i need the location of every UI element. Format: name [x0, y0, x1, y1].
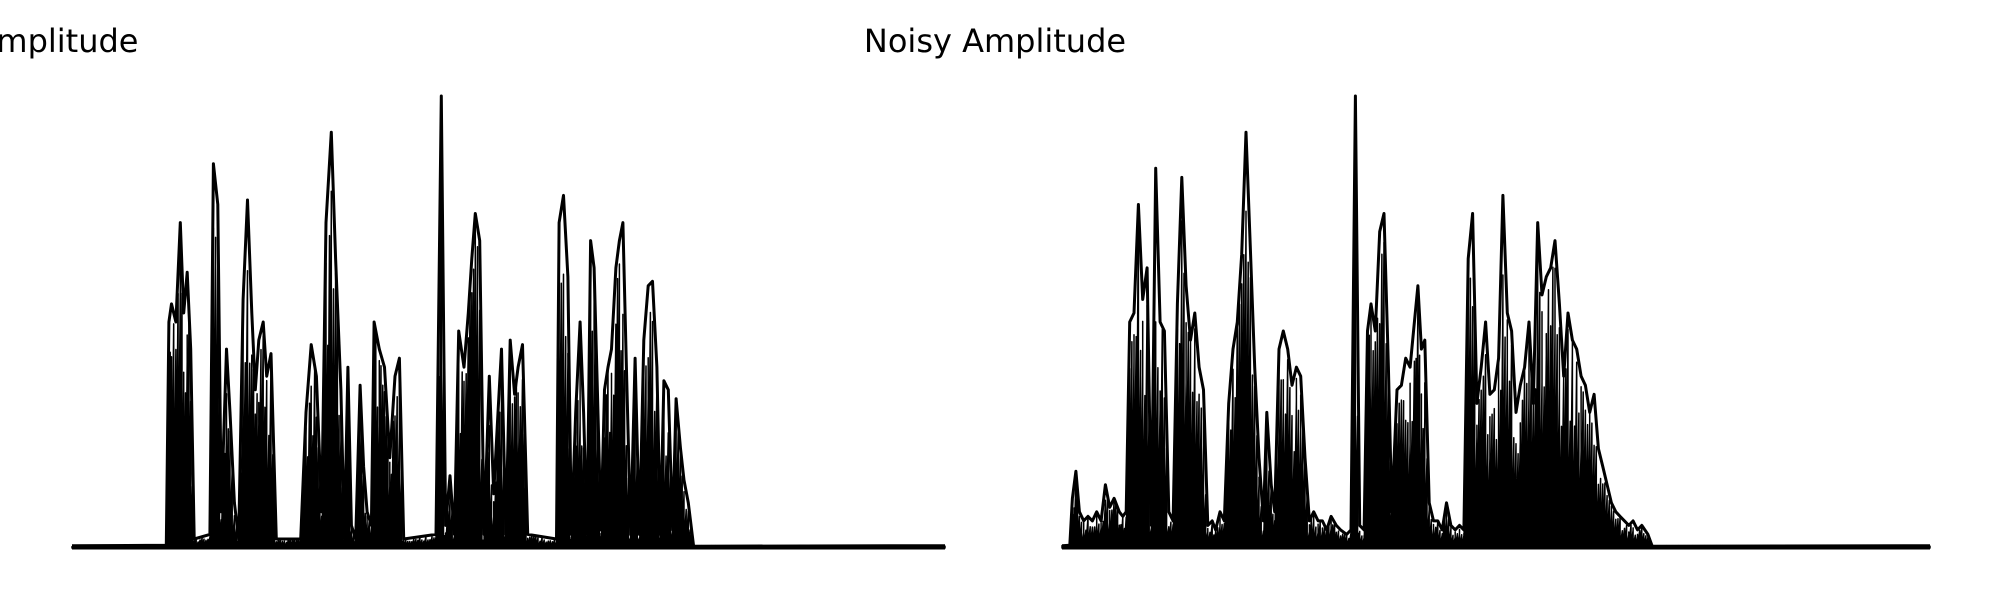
noisy-amplitude-plot: [1061, 94, 1931, 550]
chart-title-noisy: Noisy Amplitude: [863, 22, 1127, 60]
noisy-amplitude-chart: Noisy Amplitude: [864, 0, 2000, 600]
clean-amplitude-plot: [71, 94, 946, 550]
amplitude-line: [1061, 94, 1931, 548]
amplitude-line: [71, 94, 946, 548]
chart-title-clean: Clean Amplitude: [0, 22, 139, 60]
amplitude-envelope: [1061, 141, 1931, 549]
clean-amplitude-chart: Clean Amplitude: [0, 22, 946, 550]
